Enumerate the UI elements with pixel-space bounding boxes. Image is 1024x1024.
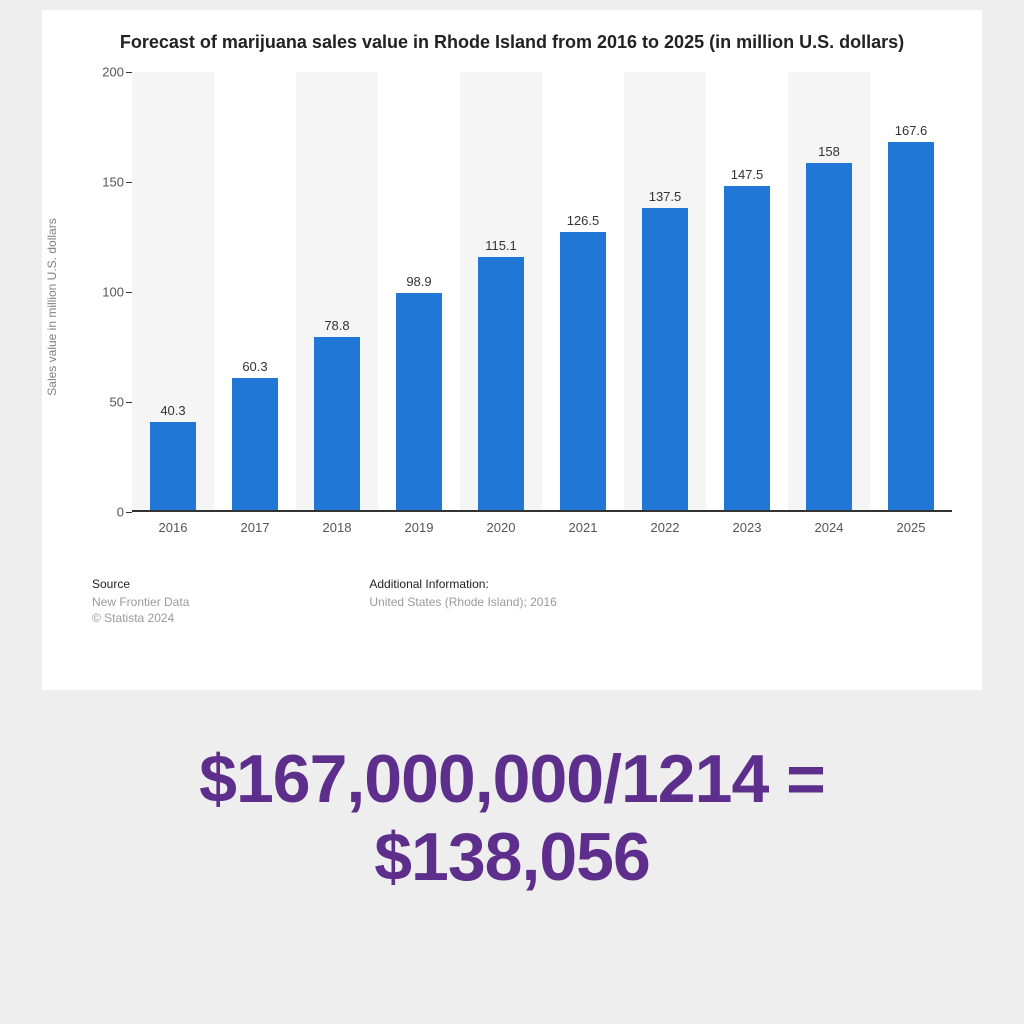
bar: 40.3: [150, 422, 195, 511]
y-tick-mark: [126, 182, 132, 183]
bar-value-label: 60.3: [242, 359, 267, 378]
y-axis-label: Sales value in million U.S. dollars: [45, 219, 59, 396]
source-heading: Source: [92, 577, 189, 591]
chart-area: Sales value in million U.S. dollars 0501…: [62, 62, 962, 552]
callout-line-1: $167,000,000/1214 =: [0, 740, 1024, 818]
y-tick-mark: [126, 402, 132, 403]
source-line-1: New Frontier Data: [92, 594, 189, 610]
bar: 158: [806, 163, 851, 511]
x-tick-label: 2016: [159, 510, 188, 535]
bar: 98.9: [396, 293, 441, 511]
y-tick-mark: [126, 512, 132, 513]
bar: 167.6: [888, 142, 933, 511]
callout-text: $167,000,000/1214 = $138,056: [0, 740, 1024, 896]
x-tick-label: 2022: [651, 510, 680, 535]
bar-value-label: 115.1: [485, 238, 517, 257]
bar-value-label: 98.9: [406, 274, 431, 293]
source-line-2: © Statista 2024: [92, 610, 189, 626]
x-tick-label: 2017: [241, 510, 270, 535]
bar: 78.8: [314, 337, 359, 510]
bar-value-label: 126.5: [567, 213, 600, 232]
bar-value-label: 137.5: [649, 189, 682, 208]
bar-value-label: 158: [818, 144, 840, 163]
info-line-1: United States (Rhode Island); 2016: [369, 594, 556, 610]
x-tick-label: 2023: [733, 510, 762, 535]
x-tick-label: 2019: [405, 510, 434, 535]
x-tick-label: 2025: [897, 510, 926, 535]
y-tick-mark: [126, 292, 132, 293]
x-tick-label: 2024: [815, 510, 844, 535]
x-tick-label: 2018: [323, 510, 352, 535]
bar: 126.5: [560, 232, 605, 510]
chart-title: Forecast of marijuana sales value in Rho…: [62, 30, 962, 62]
bar: 147.5: [724, 186, 769, 511]
bar-value-label: 78.8: [324, 318, 349, 337]
chart-card: Forecast of marijuana sales value in Rho…: [42, 10, 982, 690]
bar: 115.1: [478, 257, 523, 510]
info-block: Additional Information: United States (R…: [369, 577, 556, 626]
chart-footer: Source New Frontier Data © Statista 2024…: [92, 577, 962, 626]
source-block: Source New Frontier Data © Statista 2024: [92, 577, 189, 626]
x-tick-label: 2021: [569, 510, 598, 535]
bar: 137.5: [642, 208, 687, 511]
bar-value-label: 167.6: [895, 123, 928, 142]
bar: 60.3: [232, 378, 277, 511]
bar-value-label: 147.5: [731, 167, 764, 186]
x-tick-label: 2020: [487, 510, 516, 535]
plot-region: 05010015020040.3201660.3201778.8201898.9…: [132, 72, 952, 512]
info-heading: Additional Information:: [369, 577, 556, 591]
y-tick-mark: [126, 72, 132, 73]
callout-line-2: $138,056: [0, 818, 1024, 896]
bar-value-label: 40.3: [160, 403, 185, 422]
